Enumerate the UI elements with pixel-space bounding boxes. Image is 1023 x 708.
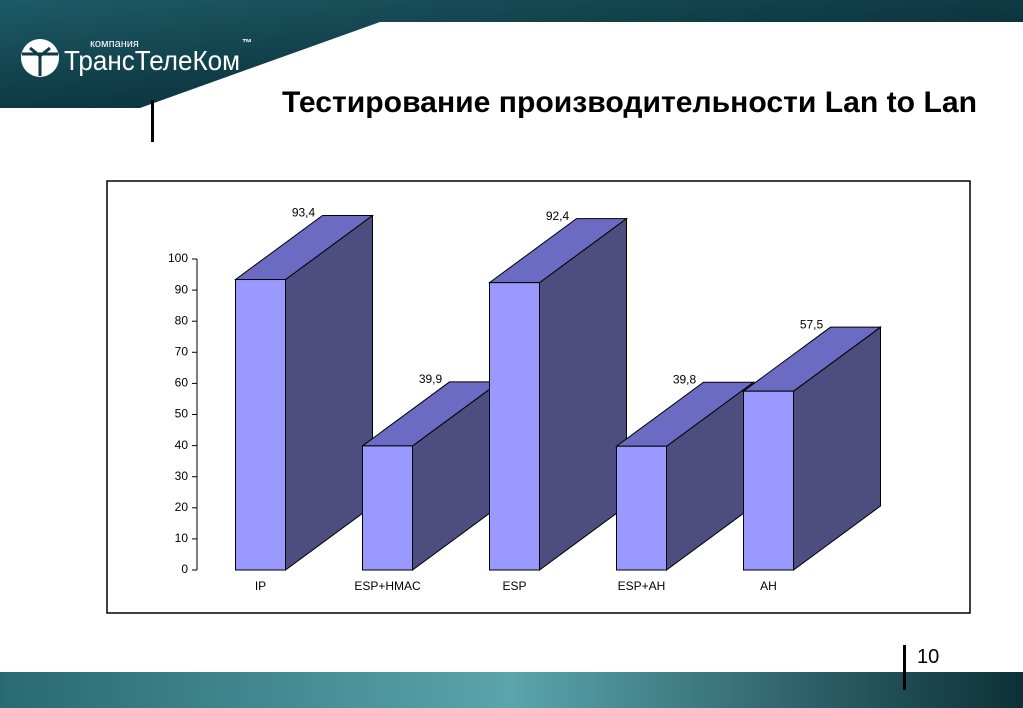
slide-title: Тестирование производительности Lan to L…	[282, 86, 977, 119]
bar	[233, 214, 375, 571]
logo-icon-mark	[22, 46, 58, 76]
y-tick-label: 20	[175, 500, 189, 514]
value-label: 93,4	[292, 206, 316, 220]
y-tick-label: 30	[175, 469, 189, 483]
x-tick-label: AH	[760, 579, 777, 593]
y-tick-label: 100	[168, 251, 188, 265]
value-label: 39,8	[673, 372, 697, 386]
bar	[741, 326, 883, 571]
bar-front	[743, 390, 794, 571]
value-label: 92,4	[546, 209, 570, 223]
bar-front	[616, 445, 667, 571]
logo-small: компания	[90, 38, 139, 50]
x-tick-label: ESP	[502, 579, 526, 593]
bar-front	[489, 282, 540, 571]
value-label: 57,5	[800, 317, 824, 331]
bar-front	[362, 445, 413, 571]
y-tick-label: 90	[175, 282, 189, 296]
y-tick-label: 10	[175, 531, 189, 545]
page-marker	[903, 645, 906, 690]
bar	[360, 380, 502, 571]
x-tick-label: IP	[255, 579, 266, 593]
bar-front	[235, 279, 286, 571]
y-tick-label: 60	[175, 376, 189, 390]
header-band	[0, 0, 1023, 108]
x-tick-label: ESP+HMAC	[354, 579, 421, 593]
bar	[487, 217, 629, 571]
x-tick-label: ESP+AH	[618, 579, 666, 593]
y-tick-label: 80	[175, 313, 189, 327]
y-tick-label: 50	[175, 407, 189, 421]
footer-band	[0, 672, 1023, 708]
value-label: 39,9	[419, 372, 443, 386]
logo-tm: ™	[242, 38, 252, 49]
y-tick-label: 70	[175, 344, 189, 358]
logo-name: ТрансТелеКом	[64, 45, 240, 76]
title-marker	[151, 100, 154, 142]
plot: 0 10 20 30 40 50 60 70 80 90 100 93,4 IP 39,9 ESP+HMAC…	[168, 206, 883, 593]
y-tick-label: 0	[181, 562, 188, 576]
bar	[614, 381, 756, 571]
y-tick-label: 40	[175, 438, 189, 452]
page-number: 10	[917, 646, 939, 668]
